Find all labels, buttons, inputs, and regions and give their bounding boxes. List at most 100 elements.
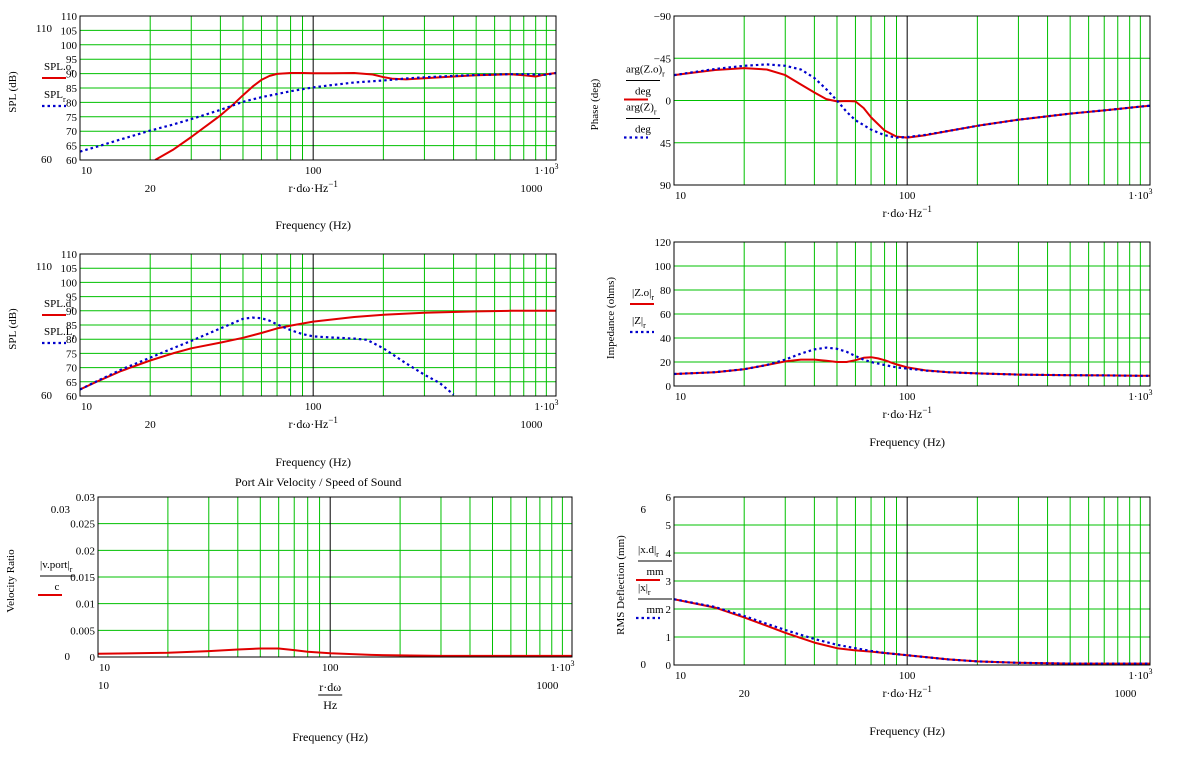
series-line-blue [80,71,556,153]
x-tick-label: 10 [99,662,111,674]
y-outside-label: 0.03 [51,504,71,516]
y-tick-label: 80 [66,334,78,346]
legend: |x.d|r mm |x|r mm [636,544,672,620]
x-expression-label: r·dω·Hz−1 [882,405,931,421]
series-line-blue [674,346,1150,377]
x-extra-label: 20 [145,183,157,195]
y-tick-label: 45 [660,138,672,150]
x-expression-label: r·dω·Hz−1 [288,415,337,431]
y-tick-label: 3 [666,576,672,588]
y-tick-label: 90 [66,306,78,318]
y-tick-label: 4 [666,548,672,560]
y-tick-label: 75 [66,348,78,360]
legend-denominator: mm [646,604,664,616]
legend-label: SPLr [44,89,66,104]
chart-title: Port Air Velocity / Speed of Sound [235,475,401,489]
y-outside-label: 60 [41,390,53,402]
x-expression-numerator: r·dω [319,680,341,694]
x-axis-title: Frequency (Hz) [869,724,945,738]
y-tick-label: −45 [654,53,672,65]
x-expression-denominator: Hz [323,698,337,712]
legend-denominator: mm [646,566,664,578]
y-tick-label: 100 [61,40,78,52]
x-expression-label: r·dω·Hz−1 [882,204,931,220]
y-tick-label: 95 [66,54,78,66]
y-tick-label: 0 [666,660,672,672]
y-tick-label: 6 [666,492,672,504]
y-tick-label: 90 [66,69,78,81]
legend-label: |x|r [638,582,651,597]
legend: arg(Z.o)r deg arg(Z)r deg [624,64,665,139]
x-expression-label: r·dω·Hz−1 [288,179,337,195]
plot-frame [673,15,1151,186]
y-tick-label: 110 [61,11,78,23]
x-tick-label: 10 [675,670,687,682]
y-axis-title: Velocity Ratio [5,549,17,613]
y-tick-label: 85 [66,83,78,95]
series-line-red [674,356,1150,377]
x-tick-label: 10 [81,401,93,413]
series-line-red [80,309,556,391]
y-outside-label: 6 [641,504,647,516]
legend-label: |x.d|r [638,544,659,559]
y-tick-label: 65 [66,141,78,153]
legend-label: SPL.or [44,61,74,76]
series-line-red [674,67,1150,139]
legend: |v.port|r c [38,559,74,596]
y-tick-label: 90 [660,180,672,192]
y-tick-label: 0 [666,381,672,393]
x-tick-label: 1·103 [534,162,558,177]
y-tick-label: 0.02 [76,545,95,557]
x-tick-label: 1·103 [534,398,558,413]
x-tick-label: 1·103 [550,659,574,674]
y-tick-label: 75 [66,112,78,124]
x-extra-label: 10 [98,680,110,692]
legend-label: arg(Z)r [626,102,657,117]
y-tick-label: 0.03 [76,492,96,504]
plot-frame [97,496,573,658]
chart-impedance: 0 20 40 60 80 100 120 10 100 1·103 r·dω·Hz−1 Freque… [605,237,1153,449]
x-tick-label: 100 [305,165,322,177]
y-tick-label: 105 [61,25,78,37]
plot-frame [79,15,557,161]
y-tick-label: 95 [66,292,78,304]
series-line-red [98,647,572,657]
y-tick-label: 20 [660,357,672,369]
y-tick-label: 110 [61,249,78,261]
legend-denominator: deg [635,86,651,98]
x-extra-label: 1000 [1114,688,1137,700]
y-tick-label: 65 [66,377,78,389]
y-outside-label: 0 [65,651,71,663]
y-tick-label: 80 [66,97,78,109]
plot-frame [79,253,557,397]
y-outside-label: 0 [641,659,647,671]
y-outside-label: 110 [36,23,53,35]
series-line-blue [674,63,1150,139]
x-tick-label: 1·103 [1128,187,1152,202]
legend-label: |v.port|r [40,559,73,574]
legend: |Z.o|r |Z|r [630,287,654,334]
y-tick-label: 0 [90,652,96,664]
x-extra-label: 1000 [520,419,543,431]
x-tick-label: 1·103 [1128,667,1152,682]
x-extra-label: 1000 [520,183,543,195]
x-axis-title: Frequency (Hz) [275,218,351,232]
y-tick-label: 60 [66,391,78,403]
x-tick-label: 100 [899,190,916,202]
plot-frame [673,496,1151,666]
legend-label: arg(Z.o)r [626,64,665,79]
y-tick-label: 0.015 [70,572,95,584]
x-axis-title: Frequency (Hz) [869,435,945,449]
x-tick-label: 100 [899,391,916,403]
y-tick-label: 5 [666,520,672,532]
x-extra-label: 20 [739,688,751,700]
x-tick-label: 100 [899,670,916,682]
y-tick-label: 40 [660,333,672,345]
x-tick-label: 1·103 [1128,388,1152,403]
y-tick-label: −90 [654,11,672,23]
y-tick-label: 120 [655,237,672,249]
x-tick-label: 10 [675,190,687,202]
